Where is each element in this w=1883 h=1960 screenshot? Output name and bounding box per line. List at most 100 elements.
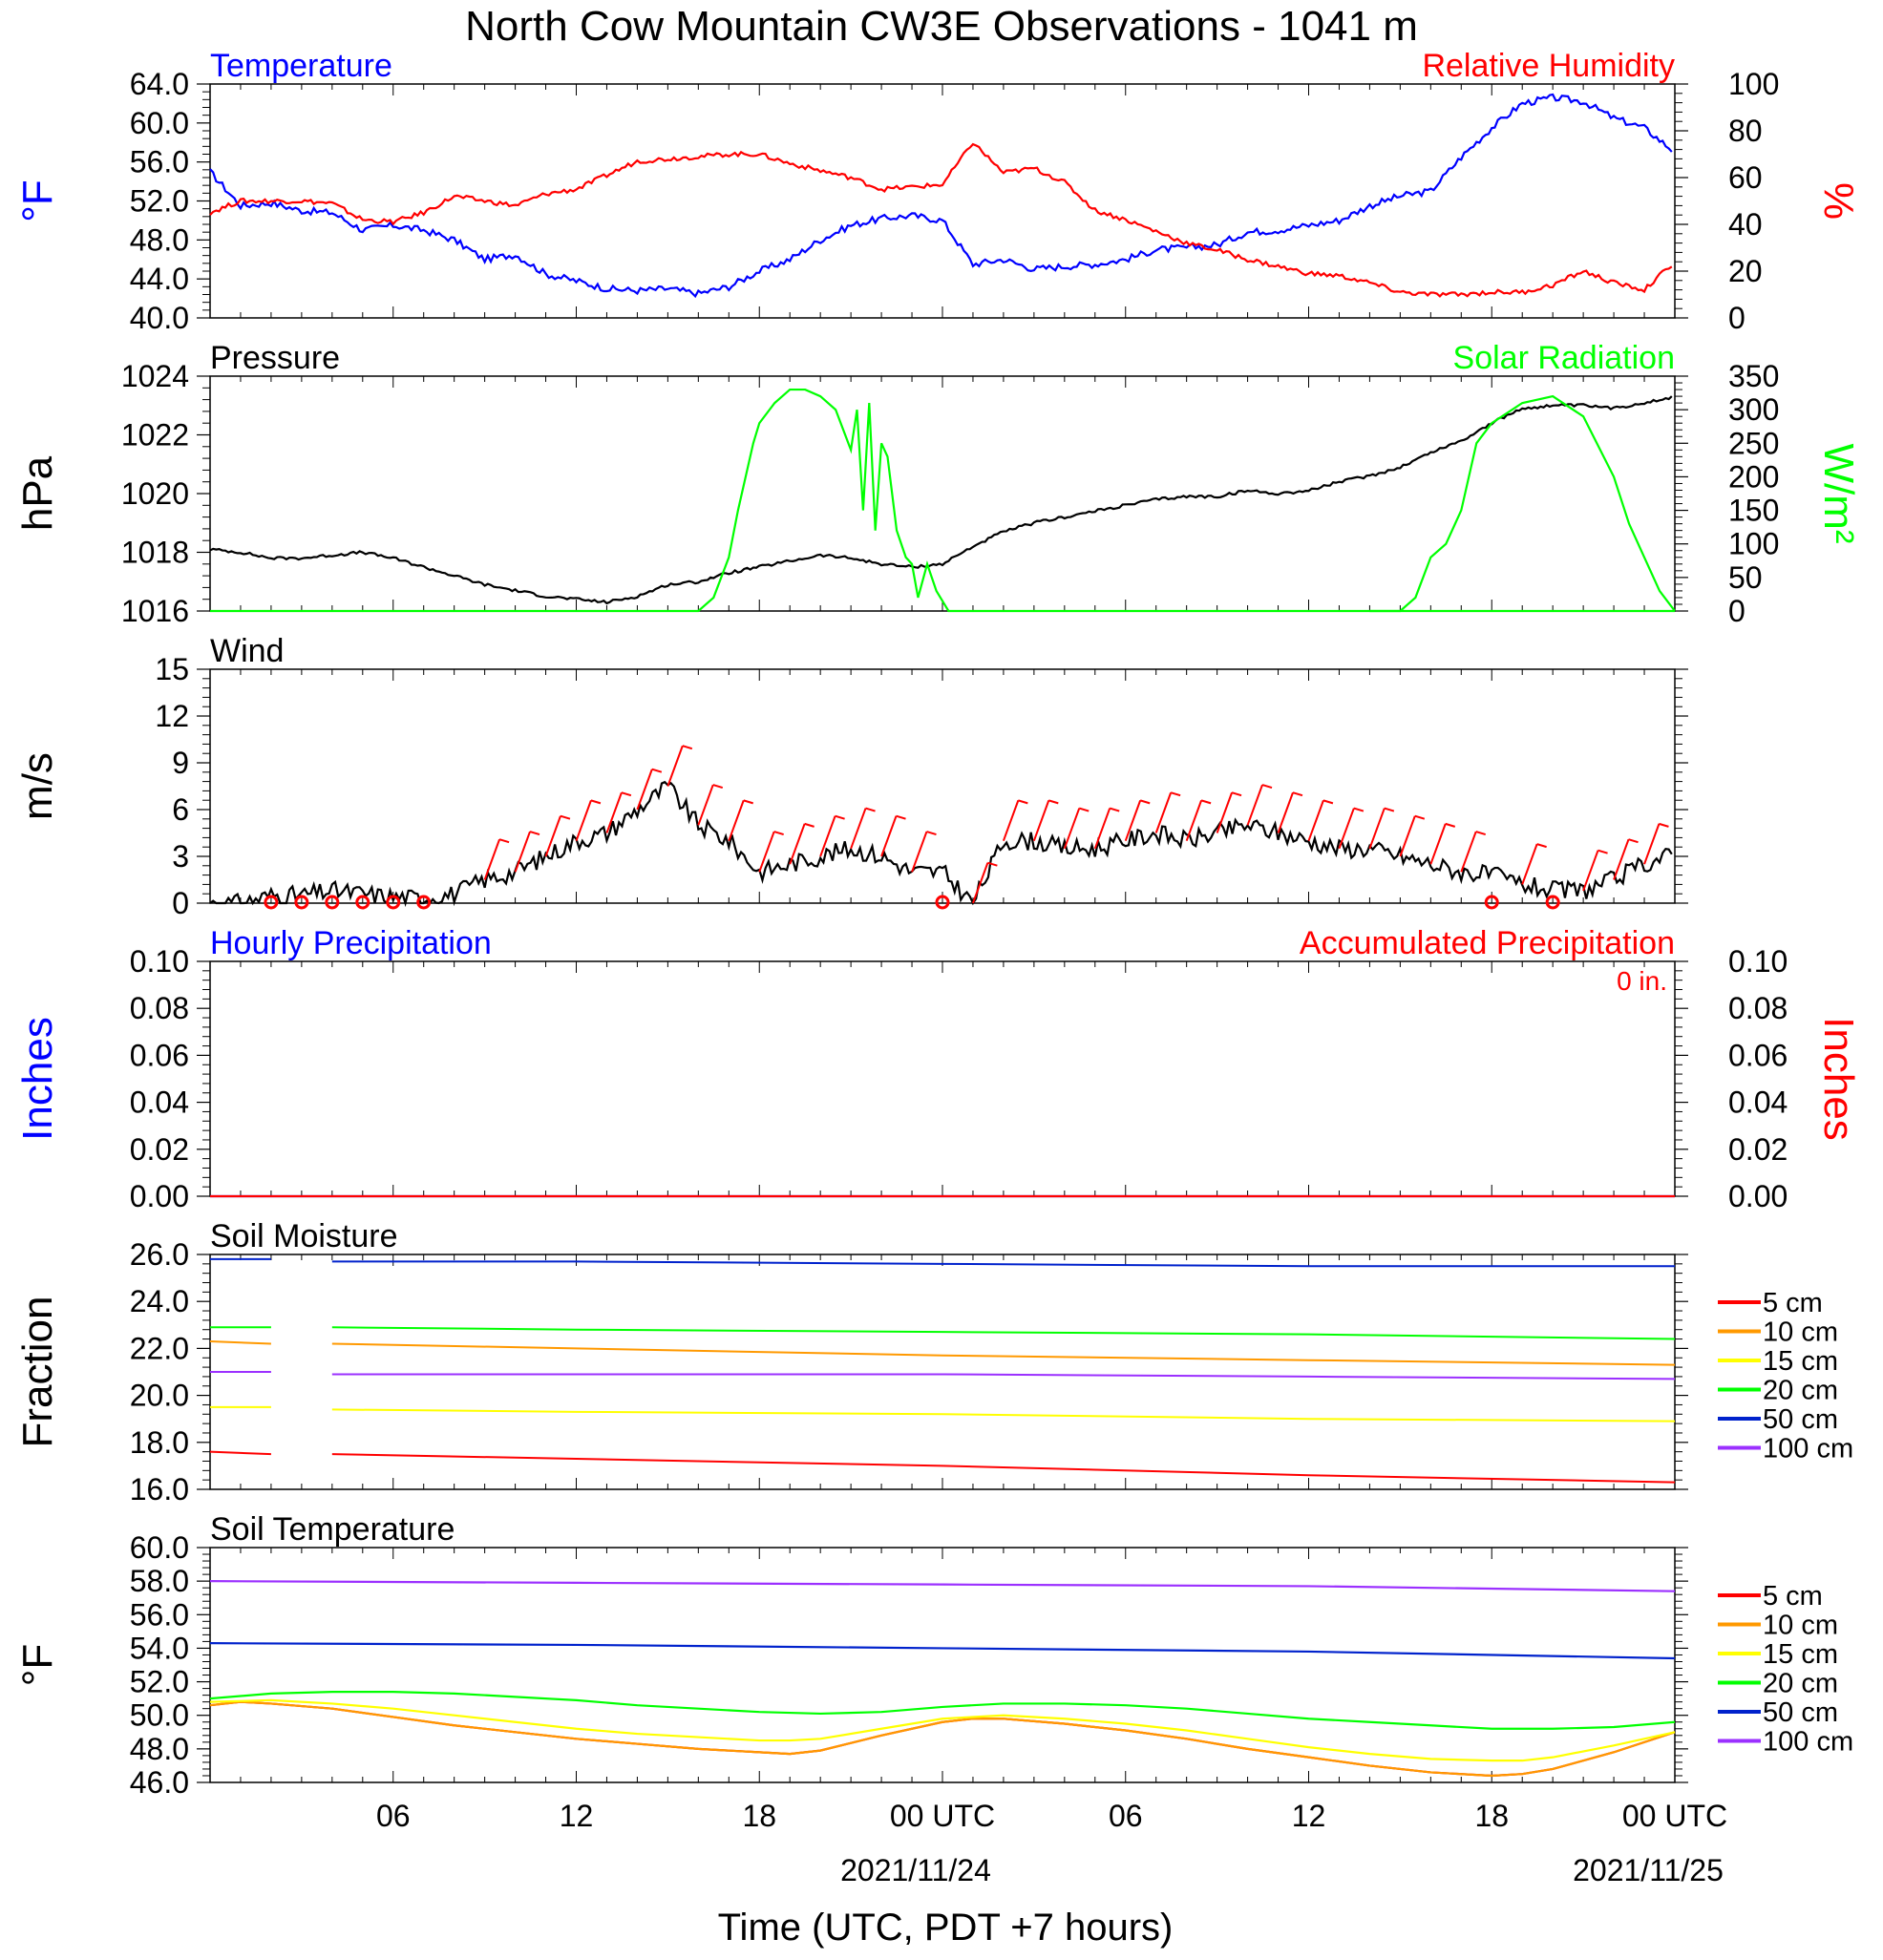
wind-barb-flag [590,799,602,805]
y-right-tick-label: 0.10 [1728,944,1788,979]
wind-barb-flag [498,838,510,844]
y-right-tick-label: 300 [1728,392,1779,427]
wind-barb [483,838,500,880]
legend-label: 100 cm [1763,1727,1853,1758]
panel-pressure_solar: 1016 1018 1020 1022 1024 05010015020025030035… [14,340,1862,628]
y-right-tick-label: 100 [1728,527,1779,561]
wind-barb-flag [1231,791,1242,797]
legend-label: 5 cm [1763,1288,1823,1318]
y-axis-title-left: °F [14,1644,61,1686]
panel-title-left: Wind [210,633,284,669]
wind-barb-flag [1414,814,1426,820]
y-tick-label: 52.0 [130,184,189,219]
panel-temp_rh: 40.0 44.0 48.052.0 56.0 60.0 64.0 0 20 40 60 80 100… [14,48,1862,335]
wind-barb-flag [926,831,937,836]
x-date-label-1: 2021/11/24 [840,1853,991,1887]
y-tick-label: 18.0 [130,1425,189,1460]
x-tick-label: 18 [742,1799,776,1833]
wind-barb-flag [743,799,754,805]
wind-barb-flag [1384,807,1395,812]
panel-title-left: Soil Moisture [210,1218,398,1254]
wind-barb-flag [1659,822,1669,828]
legend-label: 50 cm [1763,1404,1838,1435]
x-tick-label: 12 [560,1799,594,1833]
wind-barb-flag [1597,849,1608,854]
series-20-cm [209,1691,1676,1730]
wind-barb-flag [712,784,724,790]
panel-wind: 0 3 6 9 12 15 Wind m/s [14,633,1688,920]
y-tick-label: 20.0 [130,1379,189,1413]
panel-title-left: Soil Temperature [210,1511,455,1548]
wind-barb [1093,808,1111,850]
y-tick-label: 1024 [121,359,189,393]
wind-barb-flag [1109,807,1120,812]
panel-title-right: Accumulated Precipitation [1300,925,1675,961]
y-tick-label: 0 [172,886,189,920]
legend-label: 10 cm [1763,1611,1838,1641]
y-axis-title-left: m/s [14,752,61,820]
y-tick-label: 1022 [121,418,189,453]
series-50-cm [331,1260,1675,1268]
calm-circle [355,895,370,910]
y-tick-label: 40.0 [130,301,189,335]
wind-barb [850,808,867,850]
calm-circle [294,895,309,910]
wind-barb [819,815,836,857]
panels: 40.044.048.052.056.060.064.0020406080100… [14,48,1862,1833]
series-20-cm [331,1326,1676,1340]
wind-barb [1399,815,1416,857]
y-tick-label: 0.08 [130,991,189,1025]
panel-title-right: Relative Humidity [1422,48,1675,84]
legend-label: 20 cm [1763,1376,1838,1406]
y-tick-label: 44.0 [130,262,189,296]
calm-circle [325,895,340,910]
y-tick-label: 48.0 [130,1732,189,1766]
wind-barb [1246,784,1263,826]
y-right-tick-label: 0.02 [1728,1132,1788,1167]
y-tick-label: 48.0 [130,222,189,257]
wind-barb-flag [1261,784,1273,790]
plot-frame [209,1254,1676,1490]
wind-barb-flag [560,814,571,820]
wind-barb-flag [1139,799,1151,805]
series-solar-radiation [210,388,1675,613]
y-tick-label: 15 [155,652,189,686]
y-tick-label: 1018 [121,536,189,570]
y-right-tick-label: 0.04 [1728,1085,1788,1120]
series-15-cm [331,1408,1676,1423]
wind-barb-flag [835,814,845,820]
y-right-tick-label: 0 [1728,594,1745,628]
wind-barb-flag [804,822,815,828]
y-right-tick-label: 250 [1728,426,1779,460]
wind-barb [1460,831,1477,873]
panel-title-left: Temperature [210,48,392,84]
series-10-cm [209,1340,271,1345]
wind-barb [1582,850,1599,892]
wind-barb [697,784,714,826]
wind-barb-flag [1048,799,1059,805]
x-tick-label: 06 [376,1799,411,1833]
y-right-tick-label: 0.00 [1728,1179,1788,1213]
wind-barb [605,791,623,833]
y-right-tick-label: 40 [1728,207,1763,242]
series-solar-radiation-2 [1369,394,1676,613]
y-tick-label: 6 [172,792,189,827]
legend-label: 10 cm [1763,1317,1838,1348]
x-tick-label: 12 [1292,1799,1326,1833]
wind-barb-flag [865,807,876,812]
y-right-tick-label: 200 [1728,459,1779,494]
panel-title-right: Solar Radiation [1453,340,1675,376]
chart-title: North Cow Mountain CW3E Observations - 1… [465,3,1418,50]
y-tick-label: 0.06 [130,1038,189,1072]
y-right-tick-label: 0.08 [1728,991,1788,1025]
wind-barb-flag [1078,807,1090,812]
wind-barb-flag [682,745,693,750]
y-tick-label: 12 [155,699,189,733]
calm-circle [416,895,432,910]
y-tick-label: 16.0 [130,1472,189,1507]
wind-barb [972,862,989,904]
wind-barb-flag [1018,799,1028,805]
wind-barb-flag [1475,831,1487,836]
y-tick-label: 0.00 [130,1179,189,1213]
